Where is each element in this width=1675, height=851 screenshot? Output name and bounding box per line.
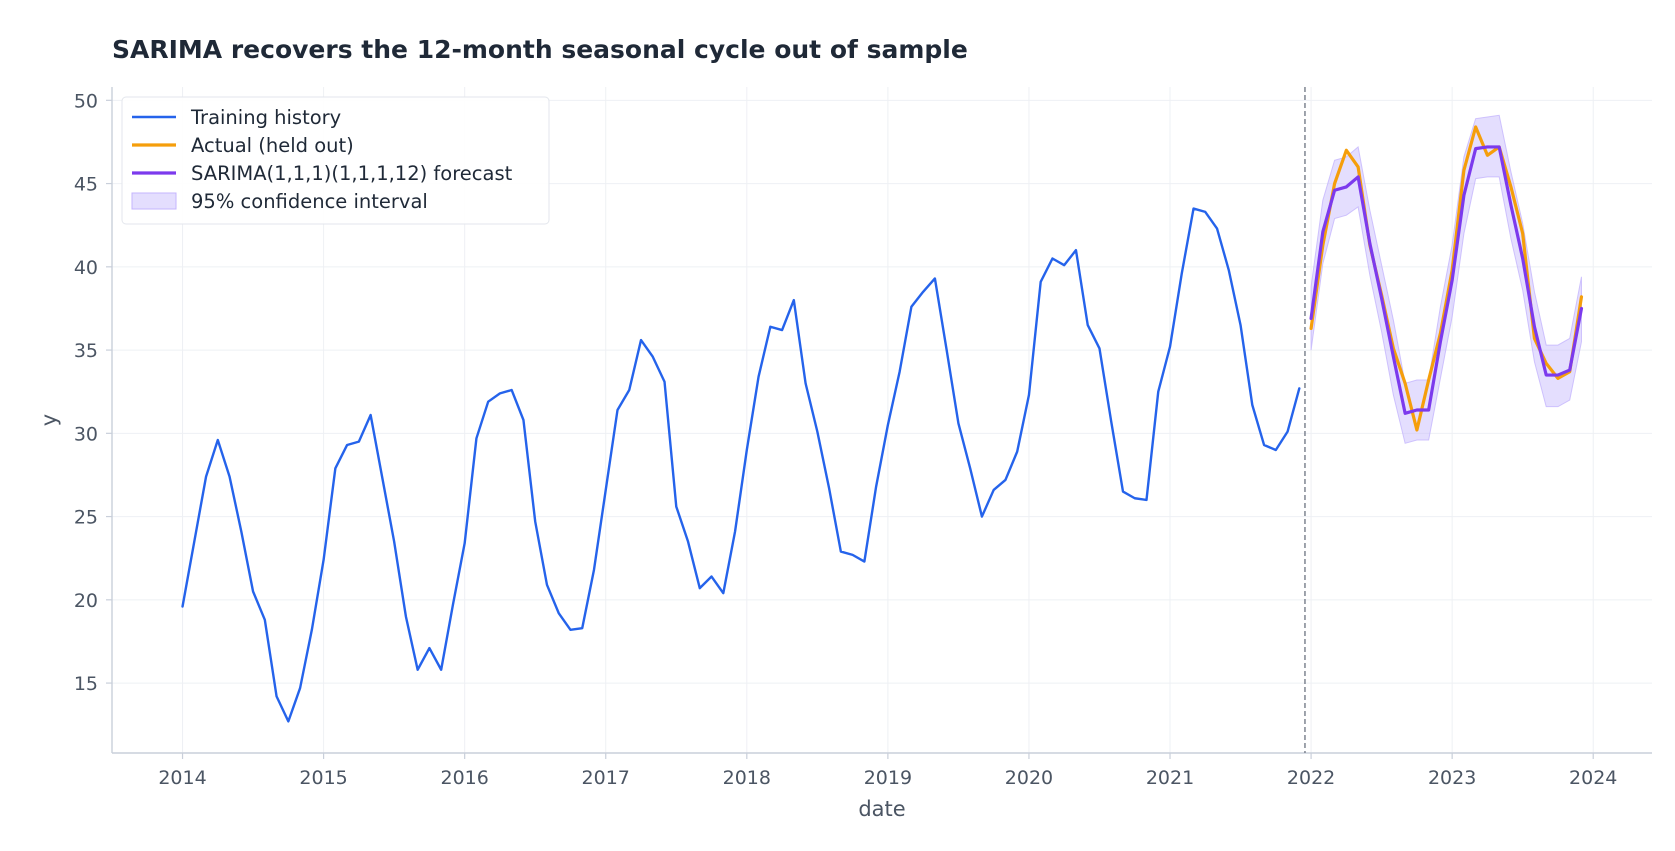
y-tick-label: 45 xyxy=(74,174,98,196)
actual-held-out-line xyxy=(1309,125,1584,432)
y-tick-label: 40 xyxy=(74,257,98,279)
x-tick-label: 2019 xyxy=(864,767,912,789)
grid xyxy=(112,87,1652,753)
y-tick-label: 15 xyxy=(74,673,98,695)
legend-label-interval: 95% confidence interval xyxy=(191,190,428,213)
x-tick-label: 2020 xyxy=(1005,767,1053,789)
legend-label-forecast: SARIMA(1,1,1)(1,1,1,12) forecast xyxy=(191,162,513,185)
y-tick-label: 30 xyxy=(74,423,98,445)
training-history-line xyxy=(181,207,1301,723)
chart-title: SARIMA recovers the 12-month seasonal cy… xyxy=(112,35,968,64)
x-tick-label: 2015 xyxy=(299,767,347,789)
y-tick-label: 25 xyxy=(74,507,98,529)
x-tick-label: 2022 xyxy=(1287,767,1335,789)
y-tick-label: 35 xyxy=(74,340,98,362)
x-axis-label: date xyxy=(858,797,905,821)
confidence-interval-band xyxy=(1310,114,1582,444)
y-axis-label: y xyxy=(37,414,61,426)
legend: Training history Actual (held out) SARIM… xyxy=(121,96,550,225)
plot-area xyxy=(181,87,1584,753)
y-tick-label: 20 xyxy=(74,590,98,612)
legend-swatch-interval xyxy=(131,192,177,210)
x-tick-label: 2021 xyxy=(1146,767,1194,789)
x-tick-label: 2016 xyxy=(440,767,488,789)
legend-box xyxy=(121,96,550,225)
legend-label-actual: Actual (held out) xyxy=(191,134,354,157)
legend-label-training: Training history xyxy=(190,106,341,129)
x-tick-label: 2014 xyxy=(158,767,206,789)
sarima-forecast-line xyxy=(1309,145,1584,415)
x-tick-label: 2024 xyxy=(1569,767,1617,789)
x-tick-label: 2023 xyxy=(1428,767,1476,789)
y-tick-label: 50 xyxy=(74,90,98,112)
axes-spines xyxy=(111,87,1652,754)
x-tick-label: 2017 xyxy=(582,767,630,789)
y-axis-ticks: 15 20 25 30 35 40 45 50 xyxy=(74,90,112,695)
x-tick-label: 2018 xyxy=(723,767,771,789)
x-axis-ticks: 2014 2015 2016 2017 2018 2019 2020 2021 2022 2023… xyxy=(158,753,1617,789)
